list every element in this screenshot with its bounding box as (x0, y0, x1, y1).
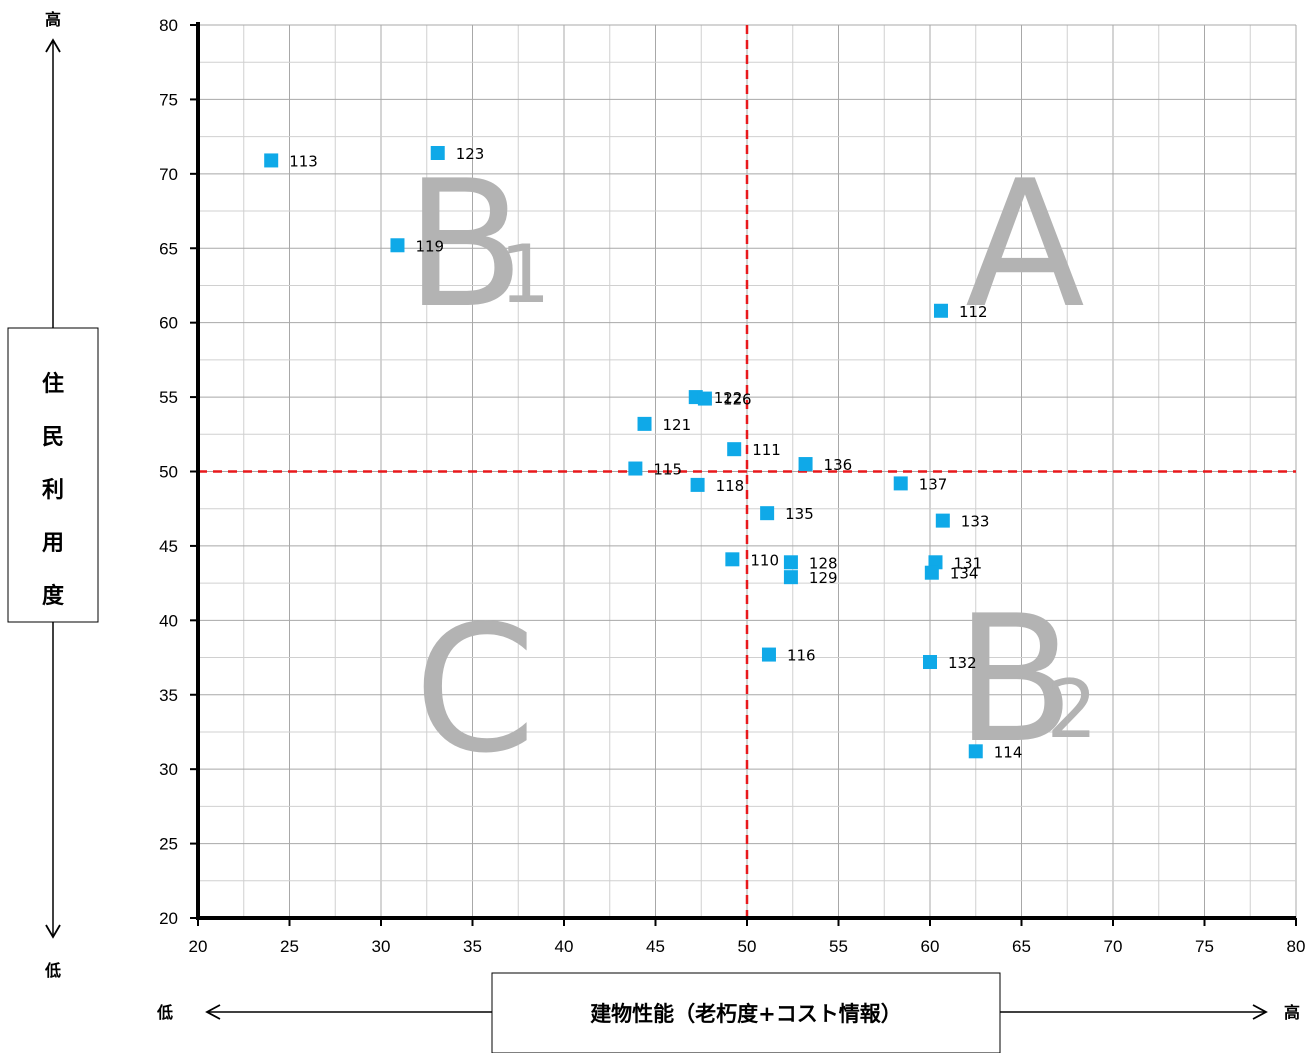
point-label-135: 135 (785, 505, 814, 523)
data-point-112 (933, 303, 948, 318)
point-label-119: 119 (415, 237, 444, 255)
point-label-132: 132 (948, 654, 977, 672)
y-axis-title-box (7, 327, 99, 623)
y-low-label: 低 (44, 961, 61, 980)
data-point-135 (760, 506, 775, 521)
data-point-110 (725, 552, 740, 567)
data-point-116 (761, 647, 776, 662)
point-label-121: 121 (663, 416, 692, 434)
data-point-126 (697, 391, 712, 406)
data-point-121 (637, 416, 652, 431)
y-axis-title-char: 利 (42, 478, 64, 503)
point-label-118: 118 (716, 477, 745, 495)
x-tick-label: 50 (738, 937, 757, 956)
quadrant-letter-a: A (965, 144, 1085, 347)
quadrant-subscript-b1: 1 (500, 228, 551, 321)
x-tick-label: 20 (189, 937, 208, 956)
y-tick-label: 45 (159, 537, 178, 556)
data-points (264, 145, 983, 759)
x-tick-label: 40 (555, 937, 574, 956)
y-axis-title-char: 住 (42, 371, 64, 397)
x-tick-label: 35 (463, 937, 482, 956)
x-tick-label: 70 (1104, 937, 1123, 956)
data-point-133 (935, 513, 950, 528)
quadrant-letter-c: C (414, 589, 536, 792)
y-tick-label: 50 (159, 463, 178, 482)
point-label-110: 110 (750, 551, 779, 569)
x-arrow-right-head (1252, 1004, 1268, 1020)
data-point-115 (628, 461, 643, 476)
point-label-131: 131 (953, 554, 982, 572)
data-point-111 (727, 442, 742, 457)
x-low-label: 低 (156, 1003, 173, 1022)
y-arrow-up-head (45, 38, 61, 53)
point-label-114: 114 (994, 743, 1023, 761)
y-tick-label: 65 (159, 239, 178, 258)
x-arrow-left-head (205, 1004, 221, 1020)
point-label-129: 129 (809, 569, 838, 587)
y-axis-title-char: 用 (42, 531, 64, 556)
y-axis-title-char: 度 (42, 583, 65, 609)
x-tick-label: 45 (646, 937, 665, 956)
x-axis-title-box (491, 972, 1001, 1053)
point-label-126: 126 (723, 391, 752, 409)
quadrant-subscript-b2: 2 (1047, 663, 1098, 756)
data-point-128 (783, 555, 798, 570)
data-point-119 (390, 238, 405, 253)
data-point-114 (968, 744, 983, 759)
y-tick-label: 80 (159, 16, 178, 35)
point-label-133: 133 (961, 513, 990, 531)
x-tick-label: 55 (829, 937, 848, 956)
x-tick-label: 60 (921, 937, 940, 956)
data-point-113 (264, 153, 279, 168)
point-label-112: 112 (959, 303, 988, 321)
y-tick-label: 55 (159, 388, 178, 407)
point-label-137: 137 (919, 475, 948, 493)
y-tick-label: 75 (159, 90, 178, 109)
y-tick-label: 35 (159, 686, 178, 705)
point-label-134: 134 (950, 565, 979, 583)
x-axis-title: 建物性能（老朽度+コスト情報） (590, 1002, 902, 1026)
point-label-116: 116 (787, 647, 816, 665)
y-tick-label: 30 (159, 760, 178, 779)
data-point-132 (923, 655, 937, 670)
point-label-128: 128 (809, 554, 838, 572)
x-high-label: 高 (1284, 1003, 1300, 1022)
y-tick-label: 60 (159, 314, 178, 333)
tick-labels: 20 25 30 35 40 45 50 55 60 65 70 75 80 20 25 30 35 40 45 50… (159, 16, 1305, 956)
y-tick-label: 25 (159, 835, 178, 854)
data-point-134 (924, 565, 939, 580)
point-label-136: 136 (824, 456, 853, 474)
x-tick-label: 30 (372, 937, 391, 956)
data-point-118 (690, 477, 705, 492)
point-label-122: 122 (714, 389, 743, 407)
y-high-label: 高 (45, 10, 61, 29)
y-tick-label: 70 (159, 165, 178, 184)
point-label-115: 115 (653, 461, 682, 479)
threshold-lines (198, 25, 1296, 918)
axes (190, 22, 1297, 926)
point-label-123: 123 (456, 145, 485, 163)
y-tick-label: 40 (159, 611, 178, 630)
data-point-129 (783, 570, 798, 585)
data-point-123 (430, 145, 445, 160)
data-point-136 (798, 457, 813, 472)
point-label-111: 111 (752, 441, 781, 459)
y-arrow-down-head (45, 924, 61, 939)
x-tick-label: 75 (1195, 937, 1214, 956)
x-tick-label: 25 (280, 937, 299, 956)
y-tick-label: 20 (159, 909, 178, 928)
x-tick-label: 65 (1012, 937, 1031, 956)
x-tick-label: 80 (1287, 937, 1306, 956)
quadrant-letter-b1: B (405, 144, 525, 347)
data-point-137 (893, 476, 908, 491)
y-axis-title-char: 民 (42, 425, 64, 450)
point-label-113: 113 (289, 152, 318, 170)
